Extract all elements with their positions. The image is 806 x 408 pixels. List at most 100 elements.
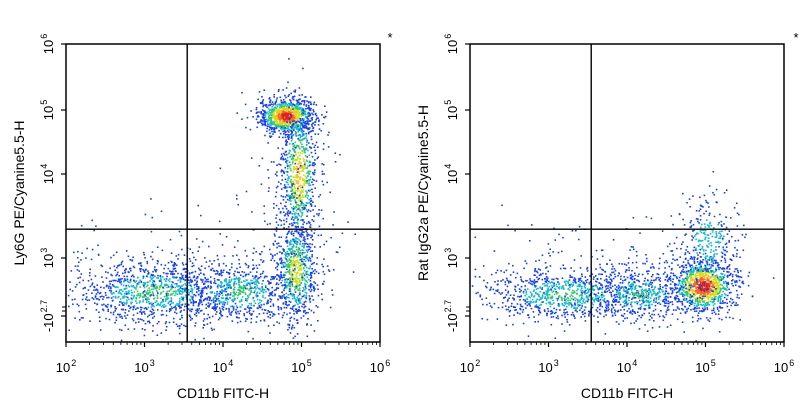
event-dot xyxy=(178,290,180,292)
event-dot xyxy=(302,189,305,191)
event-dot xyxy=(262,105,264,108)
event-dot xyxy=(699,303,702,306)
event-dot xyxy=(178,305,181,308)
event-dot xyxy=(272,104,275,106)
event-dot xyxy=(306,324,308,326)
event-dot xyxy=(285,119,287,122)
event-dot xyxy=(243,271,246,274)
event-dot xyxy=(695,272,698,275)
event-dot xyxy=(112,279,114,282)
event-dot xyxy=(297,213,299,215)
event-dot xyxy=(228,283,230,286)
event-dot xyxy=(293,104,296,106)
event-dot xyxy=(290,256,292,259)
event-dot xyxy=(300,232,303,234)
event-dot xyxy=(260,112,262,115)
event-dot xyxy=(311,262,314,265)
event-dot xyxy=(703,301,705,303)
event-dot xyxy=(200,301,203,303)
event-dot xyxy=(121,317,124,319)
event-dot xyxy=(295,230,298,233)
event-dot xyxy=(730,304,732,307)
event-dot xyxy=(76,283,78,286)
event-dot xyxy=(225,283,228,286)
event-dot xyxy=(738,276,740,278)
event-dot xyxy=(339,246,341,249)
event-dot xyxy=(296,241,299,243)
event-dot xyxy=(296,128,298,131)
event-dot xyxy=(274,106,276,108)
event-dot xyxy=(303,122,306,124)
event-dot xyxy=(291,161,294,164)
event-dot xyxy=(718,276,721,278)
event-dot xyxy=(693,294,695,296)
event-dot xyxy=(176,302,178,305)
event-dot xyxy=(244,285,246,287)
event-dot xyxy=(299,186,302,189)
event-dot xyxy=(241,118,243,120)
event-dot xyxy=(287,232,289,235)
event-dot xyxy=(124,279,126,282)
event-dot xyxy=(137,321,140,323)
event-dot xyxy=(171,285,174,288)
event-dot xyxy=(279,132,282,135)
event-dot xyxy=(165,295,167,298)
event-dot xyxy=(247,273,250,276)
event-dot xyxy=(289,100,292,102)
event-dot xyxy=(178,291,181,294)
event-dot xyxy=(188,258,191,260)
event-dot xyxy=(258,305,261,307)
event-dot xyxy=(173,273,176,275)
event-dot xyxy=(317,234,320,237)
event-dot xyxy=(295,165,298,168)
event-dot xyxy=(202,327,204,329)
event-dot xyxy=(696,300,698,303)
event-dot xyxy=(253,300,255,302)
event-dot xyxy=(286,156,289,159)
event-dot xyxy=(308,115,311,117)
event-dot xyxy=(279,262,282,265)
event-dot xyxy=(295,237,297,240)
event-dot xyxy=(300,317,303,319)
event-dot xyxy=(270,293,273,296)
event-dot xyxy=(304,305,306,308)
event-dot xyxy=(151,311,153,313)
event-dot xyxy=(686,310,688,313)
event-dot xyxy=(301,209,304,211)
event-dot xyxy=(188,276,191,278)
event-dot xyxy=(678,287,681,290)
event-dot xyxy=(263,245,266,248)
event-dot xyxy=(257,122,259,124)
event-dot xyxy=(161,276,164,278)
event-dot xyxy=(296,221,299,224)
event-dot xyxy=(694,302,696,305)
event-dot xyxy=(322,283,324,286)
event-dot xyxy=(289,279,291,281)
event-dot xyxy=(681,280,683,283)
event-dot xyxy=(215,297,218,300)
event-dot xyxy=(259,292,261,295)
event-dot xyxy=(233,246,236,248)
event-dot xyxy=(243,280,245,282)
event-dot xyxy=(678,276,681,279)
event-dot xyxy=(722,300,724,302)
event-dot xyxy=(277,305,279,308)
event-dot xyxy=(261,286,263,288)
event-dot xyxy=(305,242,307,245)
event-dot xyxy=(287,323,289,326)
event-dot xyxy=(175,270,177,273)
event-dot xyxy=(150,278,153,280)
event-dot xyxy=(692,277,694,280)
event-dot xyxy=(347,221,349,223)
event-dot xyxy=(277,264,280,266)
event-dot xyxy=(175,264,178,266)
event-dot xyxy=(227,272,230,274)
event-dot xyxy=(276,171,278,173)
event-dot xyxy=(282,128,285,130)
event-dot xyxy=(283,133,285,135)
event-dot xyxy=(283,111,285,113)
event-dot xyxy=(122,297,124,299)
event-dot xyxy=(293,255,296,257)
event-dot xyxy=(303,243,306,246)
event-dot xyxy=(721,273,723,275)
